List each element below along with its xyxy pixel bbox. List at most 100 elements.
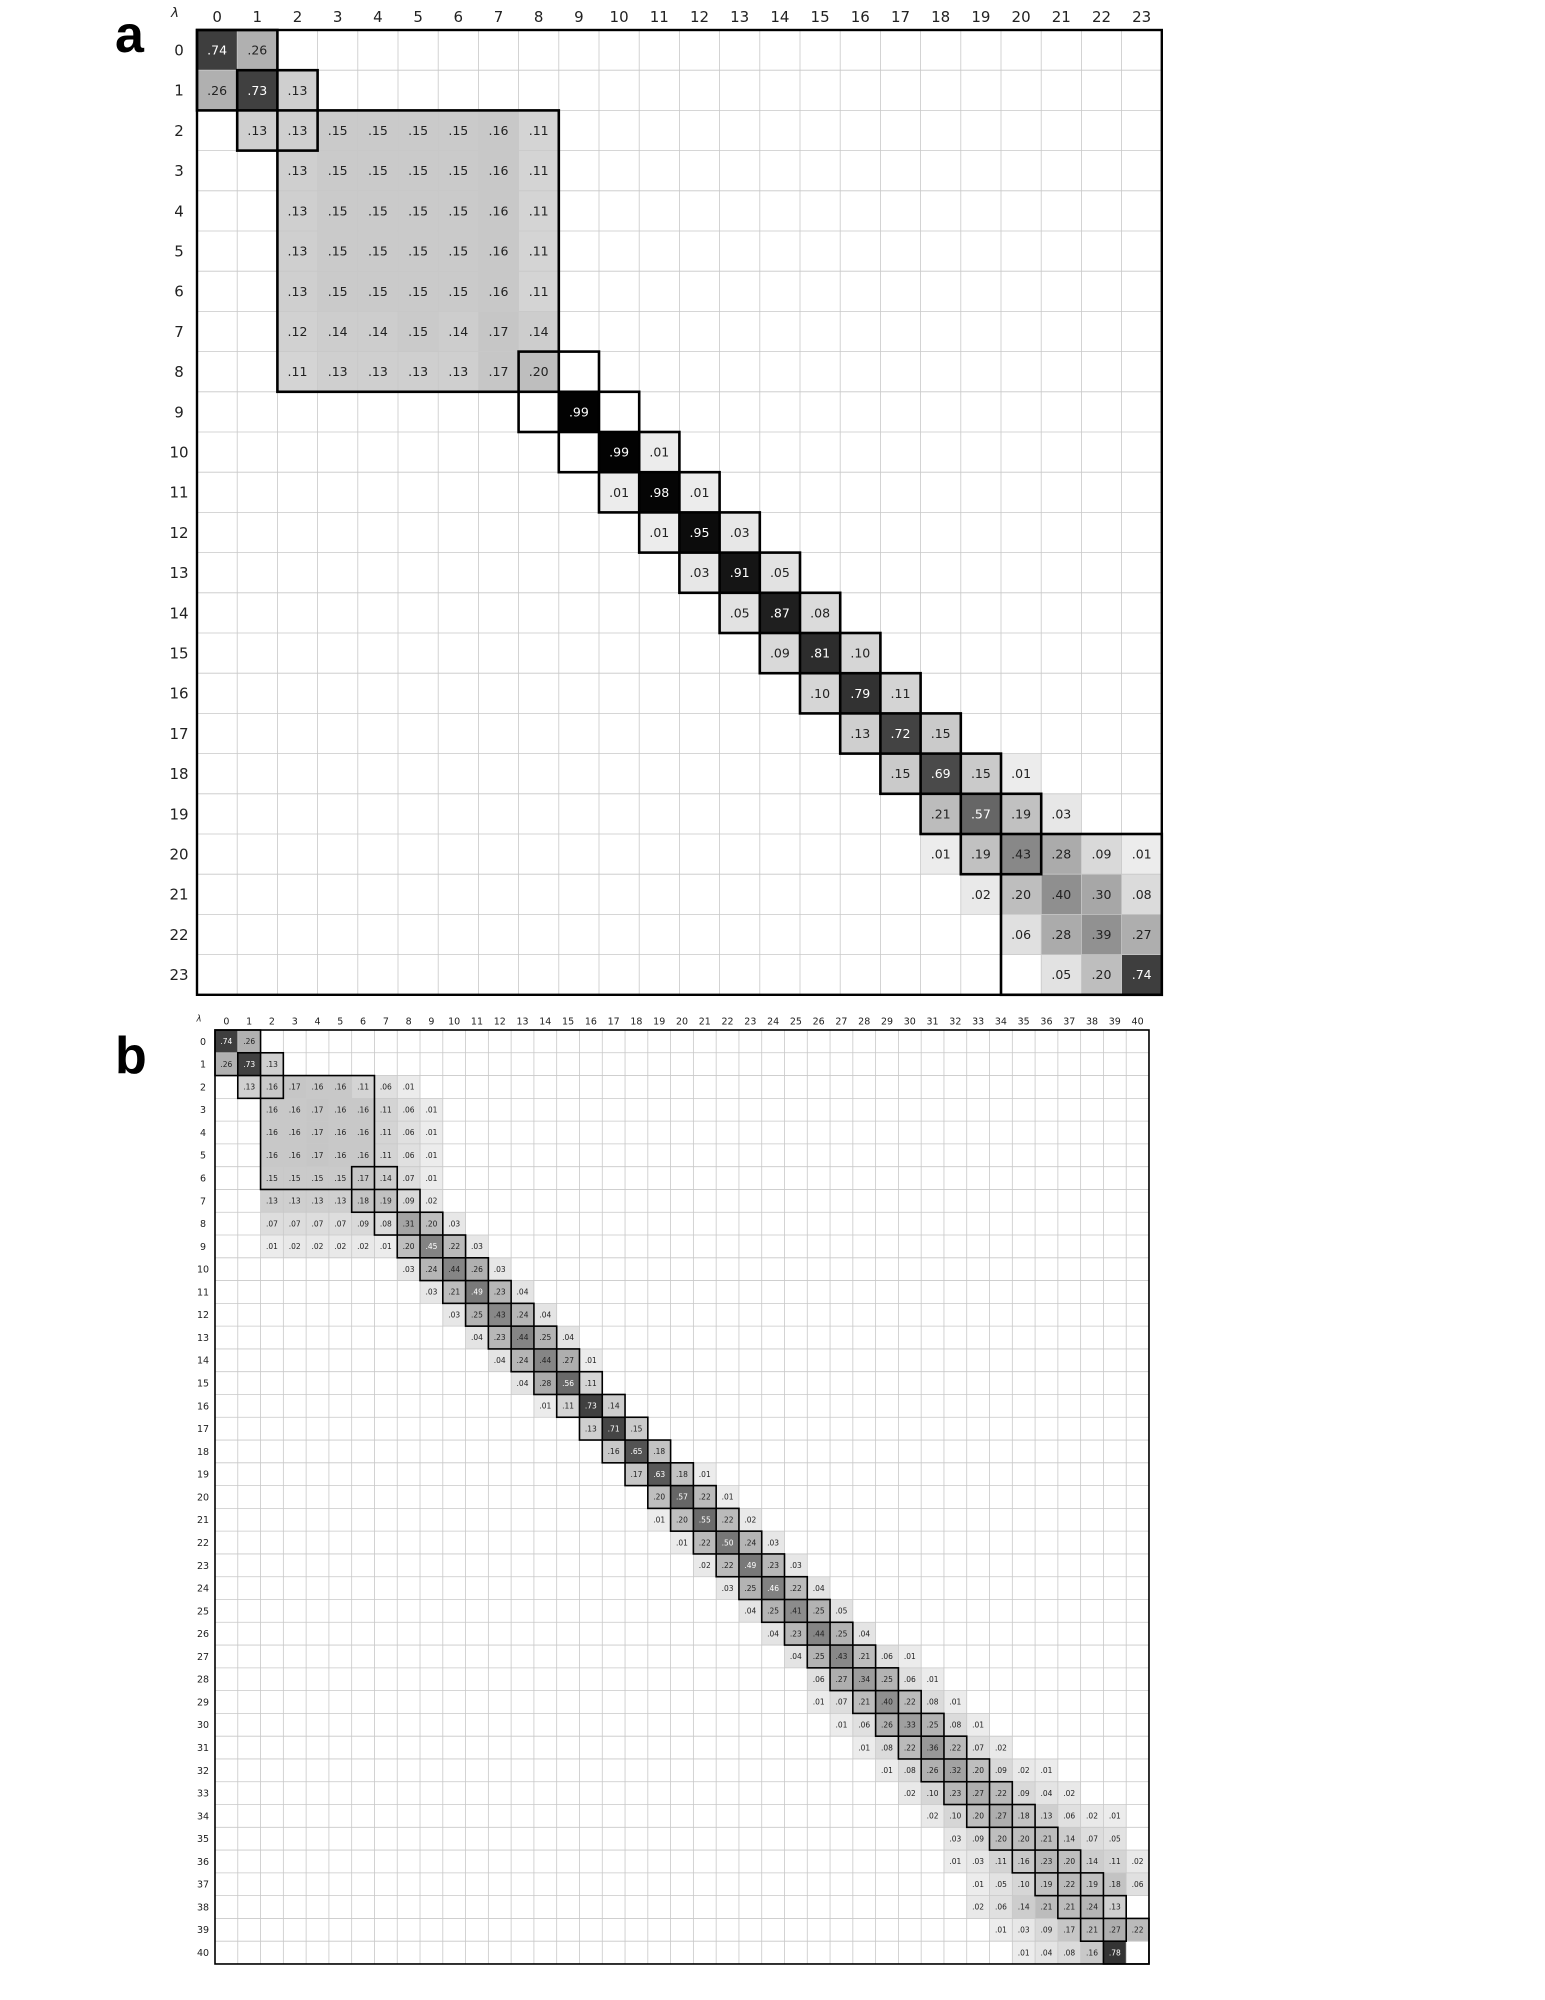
- heatmap-cell: [840, 633, 881, 674]
- heatmap-cell: [1081, 874, 1122, 915]
- heatmap-cell: [639, 512, 680, 553]
- y-tick-label: 4: [174, 202, 184, 220]
- cell-value: .23: [949, 1789, 961, 1798]
- heatmap-cell: [966, 1736, 990, 1759]
- heatmap-cell: [397, 1212, 421, 1236]
- cell-value: .13: [334, 1197, 346, 1206]
- heatmap-cell: [898, 1758, 922, 1782]
- x-tick-label: 6: [360, 1017, 366, 1028]
- cell-value: .05: [770, 565, 790, 580]
- cell-value: .16: [608, 1447, 620, 1456]
- heatmap-cell: [966, 1781, 990, 1805]
- y-tick-label: 0: [174, 42, 184, 60]
- cell-value: .11: [995, 1857, 1007, 1866]
- heatmap-cell: [328, 1166, 352, 1190]
- cell-value: .01: [425, 1151, 437, 1160]
- heatmap-cell: [647, 1462, 671, 1486]
- cell-value: .95: [690, 525, 710, 540]
- heatmap-cell: [260, 1143, 284, 1167]
- cell-value: .19: [971, 847, 991, 862]
- heatmap-cell: [1103, 1918, 1127, 1942]
- cell-value: .01: [904, 1652, 916, 1661]
- heatmap-cell: [639, 472, 680, 513]
- cell-value: .03: [722, 1584, 734, 1593]
- heatmap-cell: [374, 1189, 398, 1213]
- cell-value: .23: [494, 1288, 506, 1297]
- heatmap-cell: [716, 1531, 739, 1554]
- cell-value: .06: [403, 1105, 415, 1114]
- cell-value: .73: [247, 83, 267, 98]
- cell-value: .01: [539, 1402, 551, 1411]
- heatmap-panel-b: b λ .74 .26 .26 .73 .13 .13 .16 .17 .16 .16 .11 .06 .0…: [115, 1014, 1150, 1965]
- cell-value: .03: [471, 1242, 483, 1251]
- cell-value: .16: [289, 1151, 301, 1160]
- cell-value: .22: [448, 1242, 460, 1251]
- heatmap-cell: [306, 1121, 329, 1144]
- heatmap-cell: [647, 1485, 671, 1509]
- x-tick-label: 22: [1092, 8, 1111, 26]
- cell-value: .15: [266, 1174, 278, 1183]
- y-tick-label: 22: [197, 1538, 209, 1549]
- corner-label: λ: [170, 5, 179, 21]
- cell-value: .01: [972, 1720, 984, 1729]
- heatmap-cell: [260, 1235, 284, 1258]
- cell-value: .04: [744, 1607, 756, 1616]
- heatmap-cell: [761, 1553, 785, 1577]
- cell-value: .22: [699, 1538, 711, 1547]
- y-tick-label: 9: [174, 403, 184, 421]
- cell-value: .43: [1011, 847, 1031, 862]
- cell-value: .16: [357, 1151, 369, 1160]
- heatmap-cell: [260, 1121, 284, 1144]
- heatmap-cell: [880, 713, 921, 754]
- heatmap-cell: [357, 231, 398, 272]
- cell-value: .13: [448, 364, 468, 379]
- cell-value: .81: [810, 646, 830, 661]
- cell-value: .55: [699, 1515, 711, 1524]
- heatmap-cell: [1035, 1804, 1058, 1828]
- cell-value: .17: [357, 1174, 369, 1183]
- heatmap-cell: [920, 753, 961, 794]
- heatmap-cell: [1081, 954, 1122, 995]
- heatmap-cell: [1057, 1895, 1081, 1919]
- heatmap-cell: [1081, 834, 1122, 875]
- heatmap-cell: [357, 271, 398, 312]
- cell-value: .36: [927, 1743, 939, 1752]
- cell-value: .11: [380, 1151, 392, 1160]
- heatmap-cell: [1001, 834, 1042, 875]
- heatmap-cell: [328, 1098, 352, 1122]
- cell-value: .18: [357, 1197, 369, 1206]
- cell-value: .06: [904, 1675, 916, 1684]
- heatmap-cell: [442, 1280, 466, 1304]
- heatmap-cell: [420, 1143, 443, 1167]
- heatmap-cell: [1057, 1918, 1081, 1942]
- cell-value: .21: [448, 1288, 460, 1297]
- x-tick-label: 18: [630, 1017, 642, 1028]
- heatmap-cell: [357, 150, 398, 191]
- cell-value: .20: [529, 364, 549, 379]
- cell-value: .16: [266, 1151, 278, 1160]
- cell-value: .03: [1018, 1926, 1030, 1935]
- x-tick-label: 16: [585, 1017, 597, 1028]
- heatmap-cell: [518, 311, 559, 352]
- heatmap-cell: [625, 1462, 648, 1486]
- heatmap-cell: [1057, 1781, 1081, 1805]
- cell-value: .21: [1086, 1926, 1098, 1935]
- y-tick-label: 13: [197, 1333, 209, 1344]
- cell-value: .11: [585, 1379, 597, 1388]
- x-tick-label: 37: [1063, 1017, 1075, 1028]
- cell-value: .16: [357, 1105, 369, 1114]
- cell-value: .25: [813, 1652, 825, 1661]
- x-tick-label: 28: [858, 1017, 870, 1028]
- cell-value: .03: [494, 1265, 506, 1274]
- cell-value: .06: [995, 1903, 1007, 1912]
- heatmap-cell: [738, 1553, 762, 1577]
- cell-value: .12: [288, 324, 308, 339]
- heatmap-cell: [398, 271, 439, 312]
- y-tick-label: 16: [169, 685, 188, 703]
- y-tick-label: 19: [169, 805, 188, 823]
- cell-value: .20: [972, 1812, 984, 1821]
- cell-value: .01: [881, 1766, 893, 1775]
- cell-value: .16: [334, 1105, 346, 1114]
- cell-value: .05: [995, 1880, 1007, 1889]
- heatmap-cell: [679, 552, 720, 593]
